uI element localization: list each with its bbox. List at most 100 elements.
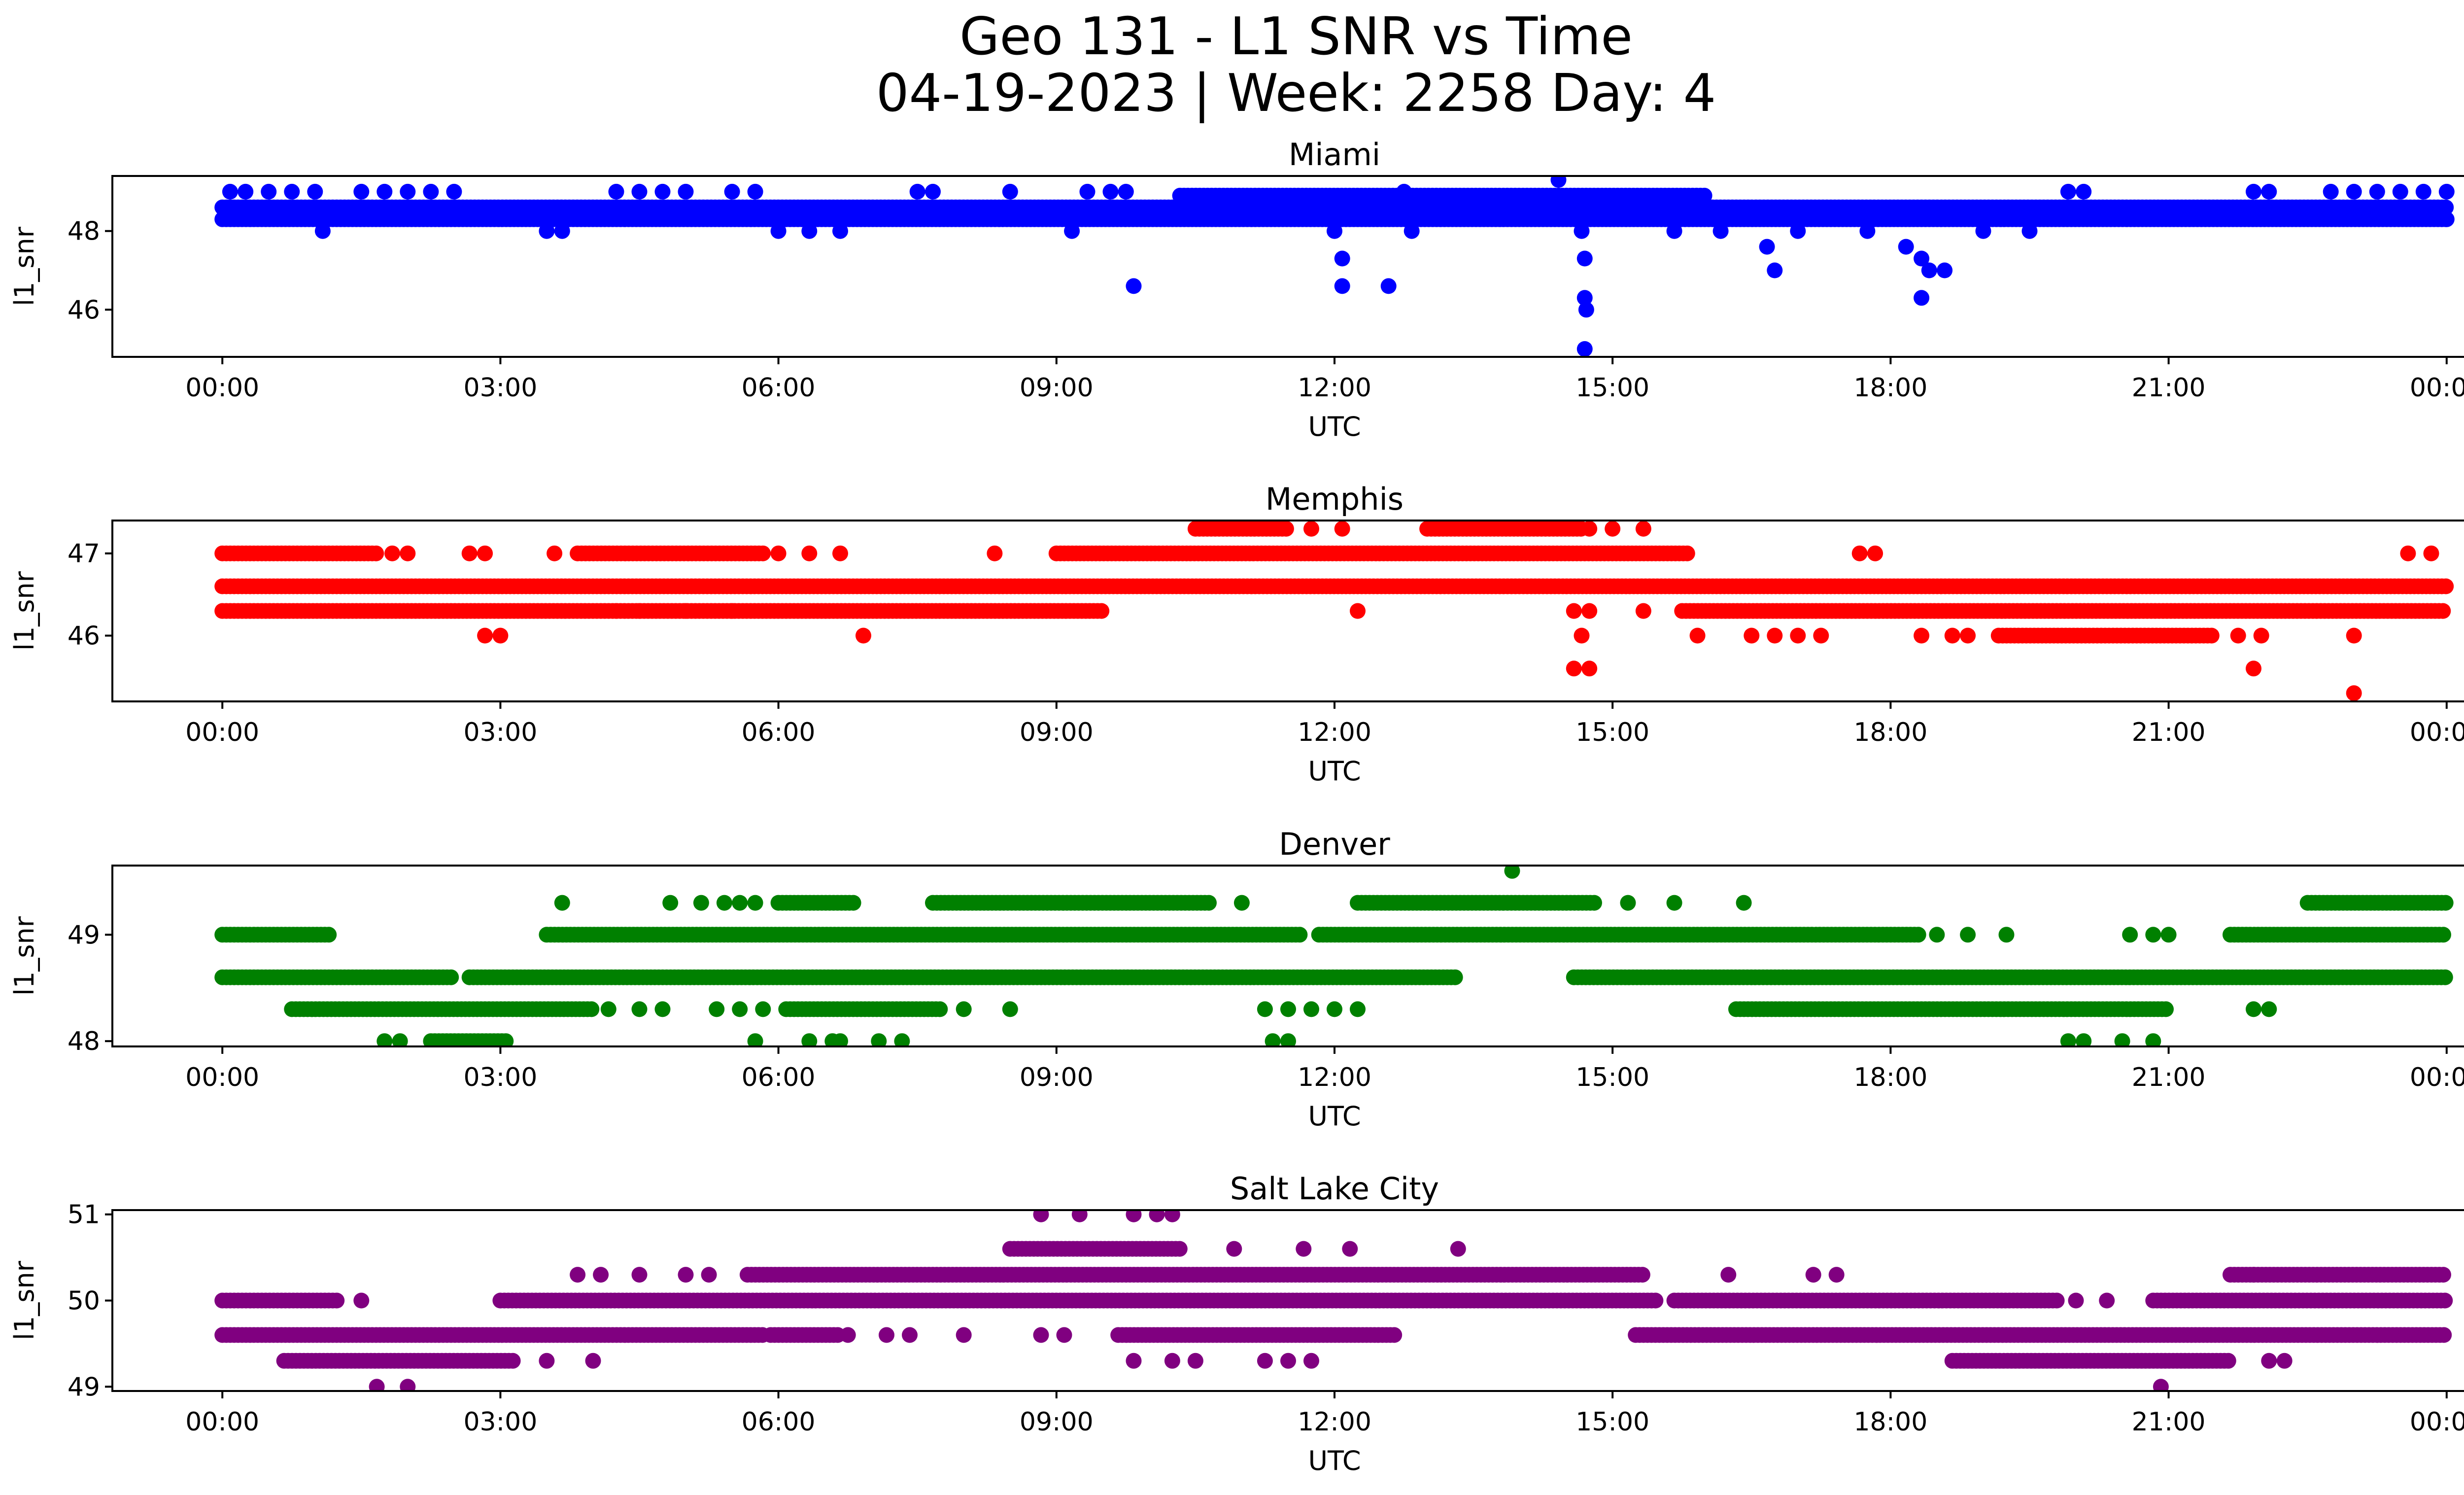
data-point	[1914, 627, 1930, 644]
data-point	[2203, 627, 2220, 644]
data-point	[376, 1033, 393, 1046]
data-point	[1744, 627, 1760, 644]
data-point	[1386, 1327, 1403, 1343]
data-point	[631, 1001, 648, 1017]
data-point	[747, 183, 763, 200]
data-point	[2076, 183, 2092, 200]
data-point	[770, 223, 787, 239]
data-point	[956, 1001, 972, 1017]
data-point	[2145, 927, 2161, 943]
scatter-series	[214, 176, 2455, 357]
data-point	[2435, 603, 2451, 619]
data-point	[1666, 895, 1682, 911]
data-point	[1118, 183, 1134, 200]
x-tick-label: 18:00	[1853, 373, 1927, 403]
x-tick-label: 21:00	[2132, 373, 2206, 403]
scatter-series	[214, 1210, 2453, 1391]
data-point	[1292, 927, 1308, 943]
x-tick-label: 00:00	[2410, 1063, 2464, 1092]
y-axis-label: l1_snr	[9, 571, 40, 651]
data-point	[423, 183, 439, 200]
data-point	[2253, 627, 2269, 644]
data-point	[2158, 1001, 2174, 1017]
data-point	[1102, 183, 1119, 200]
panel-title: Miami	[1289, 137, 1380, 173]
data-point	[832, 545, 848, 561]
data-point	[2346, 685, 2362, 701]
y-tick-label: 46	[68, 295, 100, 325]
x-tick-label: 18:00	[1853, 1063, 1927, 1092]
data-point	[1813, 627, 1829, 644]
data-point	[554, 895, 570, 911]
data-point	[871, 1033, 887, 1046]
data-point	[755, 1001, 771, 1017]
y-tick-label: 48	[68, 1027, 100, 1056]
data-point	[1666, 223, 1682, 239]
data-point	[608, 603, 624, 619]
y-axis-label: l1_snr	[9, 916, 40, 996]
data-point	[1712, 223, 1729, 239]
data-point	[477, 545, 493, 561]
data-point	[2438, 199, 2454, 215]
figure-title-line2: 04-19-2023 | Week: 2258 Day: 4	[876, 63, 1716, 124]
x-tick-label: 12:00	[1298, 373, 1371, 403]
data-point	[1914, 290, 1930, 306]
data-point	[2145, 1033, 2161, 1046]
data-point	[539, 223, 555, 239]
data-point	[2346, 183, 2362, 200]
data-point	[1064, 223, 1080, 239]
data-point	[368, 545, 384, 561]
data-point	[732, 895, 748, 911]
data-point	[801, 223, 818, 239]
x-tick-label: 15:00	[1575, 1063, 1649, 1092]
x-tick-label: 03:00	[463, 1063, 537, 1092]
data-point	[709, 1001, 725, 1017]
data-point	[724, 183, 740, 200]
data-point	[1566, 603, 1582, 619]
data-point	[1233, 895, 1250, 911]
x-tick-label: 06:00	[742, 718, 816, 747]
panel-title: Denver	[1279, 826, 1390, 862]
data-point	[1635, 603, 1651, 619]
data-point	[446, 183, 462, 200]
data-point	[2261, 1001, 2277, 1017]
data-point	[1759, 239, 1775, 255]
data-point	[2438, 578, 2454, 594]
x-axis-label: UTC	[1308, 1101, 1361, 1132]
data-point	[443, 969, 459, 985]
data-point	[2060, 183, 2076, 200]
data-point	[600, 1001, 616, 1017]
data-point	[693, 895, 709, 911]
data-point	[284, 183, 300, 200]
data-point	[2049, 1292, 2065, 1309]
data-point	[801, 545, 818, 561]
x-tick-label: 09:00	[1020, 373, 1094, 403]
data-point	[261, 183, 277, 200]
data-point	[1975, 223, 1991, 239]
figure-title-line1: Geo 131 - L1 SNR vs Time	[959, 6, 1633, 67]
x-tick-label: 00:00	[185, 1063, 259, 1092]
data-point	[662, 895, 679, 911]
data-point	[1126, 278, 1142, 294]
data-point	[384, 545, 400, 561]
data-point	[2060, 1033, 2076, 1046]
data-point	[583, 1001, 600, 1017]
x-tick-label: 12:00	[1298, 718, 1371, 747]
data-point	[1767, 262, 1783, 278]
data-point	[1380, 278, 1397, 294]
data-point	[1403, 223, 1420, 239]
data-point	[1767, 627, 1783, 644]
data-point	[2246, 1001, 2261, 1017]
panel-denver: Denver UTC l1_snr 00:00 03:00 06:00 09:00 12…	[9, 826, 2464, 1132]
data-point	[1581, 521, 1598, 537]
data-point	[1736, 895, 1752, 911]
data-point	[1576, 250, 1593, 267]
data-point	[1002, 1001, 1018, 1017]
data-point	[2230, 627, 2246, 644]
data-point	[2346, 627, 2362, 644]
data-point	[2437, 1292, 2453, 1309]
data-point	[987, 545, 1003, 561]
y-tick-label: 49	[68, 920, 100, 950]
data-point	[1605, 521, 1621, 537]
data-point	[1574, 627, 1590, 644]
